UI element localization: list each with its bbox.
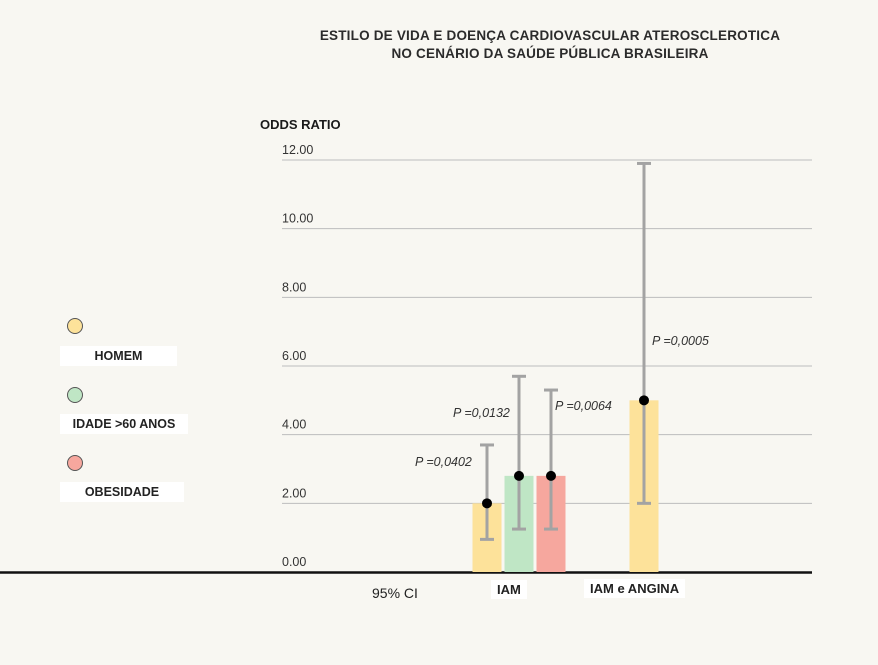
- legend-swatch-idade: [67, 387, 83, 403]
- y-tick-label: 12.00: [282, 143, 313, 157]
- point-estimate: [482, 498, 492, 509]
- y-tick-label: 4.00: [282, 418, 306, 432]
- x-group-label-iam-angina: IAM e ANGINA: [584, 579, 686, 598]
- legend-swatch-homem: [67, 318, 83, 334]
- legend-swatch-obesidade: [67, 455, 83, 471]
- ci-label: 95% CI: [372, 585, 418, 601]
- y-tick-label: 2.00: [282, 486, 306, 500]
- x-group-label-iam: IAM: [491, 580, 527, 599]
- p-value-label: P =0,0064: [555, 399, 612, 413]
- y-tick-label: 10.00: [282, 212, 313, 226]
- legend-label-homem: HOMEM: [60, 346, 177, 366]
- chart-title-line2: NO CENÁRIO DA SAÚDE PÚBLICA BRASILEIRA: [391, 46, 709, 61]
- point-estimate: [546, 470, 556, 481]
- y-tick-label: 6.00: [282, 349, 306, 363]
- point-estimate: [514, 470, 524, 481]
- chart-title: ESTILO DE VIDA E DOENÇA CARDIOVASCULAR A…: [250, 27, 850, 63]
- p-value-label: P =0,0132: [453, 406, 510, 420]
- chart-title-line1: ESTILO DE VIDA E DOENÇA CARDIOVASCULAR A…: [319, 28, 781, 43]
- legend-label-idade: IDADE >60 ANOS: [60, 414, 188, 434]
- p-value-label: P =0,0402: [415, 455, 472, 469]
- y-axis-label: ODDS RATIO: [260, 117, 341, 132]
- y-tick-label: 0.00: [282, 555, 306, 569]
- p-value-label: P =0,0005: [652, 334, 709, 348]
- y-tick-label: 8.00: [282, 280, 306, 294]
- legend-label-obesidade: OBESIDADE: [60, 482, 184, 502]
- point-estimate: [639, 395, 649, 406]
